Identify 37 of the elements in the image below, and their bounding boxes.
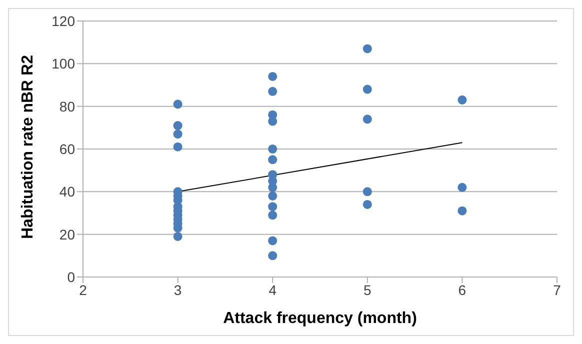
point — [173, 232, 182, 241]
point — [362, 114, 372, 124]
point — [268, 210, 278, 220]
point — [173, 121, 182, 130]
point — [268, 155, 278, 164]
x-tick-label: 3 — [174, 282, 182, 298]
point — [268, 144, 278, 154]
point — [268, 202, 278, 212]
point — [173, 100, 182, 109]
point — [268, 236, 278, 246]
y-tick-label: 0 — [67, 268, 76, 285]
x-tick-label: 5 — [364, 282, 372, 298]
point — [268, 72, 278, 81]
point — [268, 191, 278, 200]
y-tick-label: 80 — [59, 98, 76, 114]
y-tick-label: 100 — [52, 56, 76, 72]
x-tick-label: 6 — [458, 282, 466, 298]
point — [458, 95, 467, 104]
point — [362, 200, 372, 209]
point — [173, 130, 182, 139]
x-tick-label: 4 — [268, 282, 277, 298]
y-axis-title: Habituation rate nBR R2 — [20, 54, 37, 239]
y-tick-label: 120 — [52, 12, 76, 29]
point — [362, 187, 372, 196]
y-tick-label: 20 — [59, 226, 76, 242]
point — [362, 84, 372, 94]
point — [268, 86, 278, 96]
point — [173, 142, 182, 152]
point — [362, 44, 372, 54]
x-axis-title: Attack frequency (month) — [223, 310, 417, 327]
point — [458, 206, 467, 216]
y-tick-label: 40 — [59, 184, 76, 200]
x-tick-label: 7 — [553, 282, 562, 298]
point — [458, 182, 467, 192]
x-tick-label: 2 — [79, 282, 88, 298]
y-tick-label: 60 — [59, 140, 76, 157]
point — [268, 251, 278, 260]
